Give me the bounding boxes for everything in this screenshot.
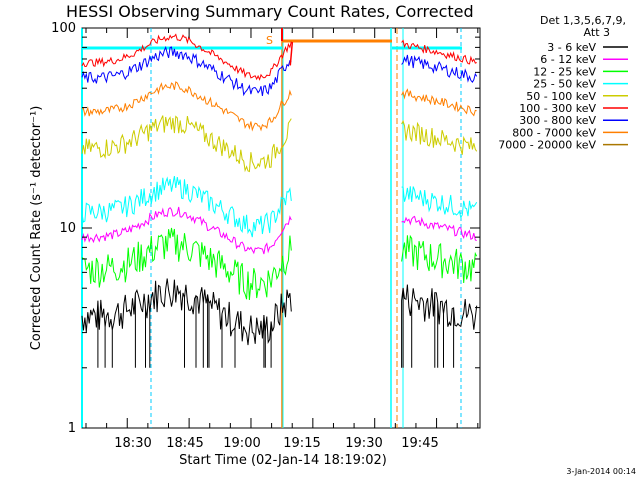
plot-frame (81, 27, 481, 429)
y-tick-label-1: 1 (68, 421, 76, 436)
series-trace-300to800keV (81, 45, 292, 97)
y-axis-label: Corrected Count Rate (s⁻¹ detector⁻¹) (29, 106, 44, 351)
legend-label: 3 - 6 keV (547, 41, 596, 54)
series-trace-25to50keV (81, 176, 292, 238)
legend-label: 25 - 50 keV (533, 78, 596, 91)
legend-label: 800 - 7000 keV (512, 126, 596, 139)
chart-title: HESSI Observing Summary Count Rates, Cor… (66, 2, 474, 21)
series-layer (81, 33, 478, 368)
series-trace-12to25keV (401, 234, 478, 284)
footer-timestamp: 3-Jan-2014 00:14 (566, 467, 636, 476)
y-axis: 1 10 100 Corrected Count Rate (s⁻¹ detec… (29, 21, 480, 436)
x-tick-label-1830: 18:30 (114, 436, 151, 451)
legend-label: 300 - 800 keV (519, 114, 596, 127)
series-trace-12to25keV (81, 227, 292, 301)
legend-label: 12 - 25 keV (533, 65, 596, 78)
legend-label: 100 - 300 keV (519, 102, 596, 115)
legend-header-line-1: Det 1,3,5,6,7,9, (540, 14, 626, 27)
x-tick-label-1945: 19:45 (401, 436, 438, 451)
series-trace-3to6keV (401, 284, 478, 368)
saturation-rise (289, 42, 294, 66)
legend-label: 7000 - 20000 keV (498, 139, 596, 152)
legend-header-line-2: Att 3 (584, 26, 610, 39)
x-axis-label: Start Time (02-Jan-14 18:19:02) (179, 453, 387, 468)
x-tick-label-1930: 19:30 (345, 436, 382, 451)
x-tick-label-1845: 18:45 (166, 436, 203, 451)
legend-label: 50 - 100 keV (526, 90, 596, 103)
y-tick-label-100: 100 (51, 21, 76, 36)
saturated-rate-bar (281, 28, 392, 43)
series-trace-6to12keV (81, 206, 292, 255)
series-trace-100to300keV (401, 39, 477, 65)
series-trace-50to100keV (401, 119, 478, 155)
x-ticks (85, 28, 479, 428)
vertical-markers (81, 28, 462, 428)
annotation-s: S (266, 34, 273, 47)
series-trace-800to7000keV (401, 88, 477, 117)
series-trace-3to6keV (81, 278, 292, 368)
x-axis: 18:30 18:45 19:00 19:15 19:30 19:45 Star… (85, 28, 479, 468)
y-tick-label-10: 10 (59, 221, 76, 236)
plot-area: S (81, 27, 481, 429)
series-trace-300to800keV (401, 54, 478, 83)
legend-label: 6 - 12 keV (540, 53, 596, 66)
series-trace-100to300keV (81, 33, 292, 81)
x-tick-label-1915: 19:15 (283, 436, 320, 451)
y-ticks (82, 27, 480, 429)
series-trace-6to12keV (401, 215, 477, 242)
series-trace-800to7000keV (81, 81, 292, 132)
x-tick-label-1900: 19:00 (223, 436, 260, 451)
series-trace-50to100keV (81, 115, 292, 173)
series-trace-25to50keV (401, 186, 478, 219)
